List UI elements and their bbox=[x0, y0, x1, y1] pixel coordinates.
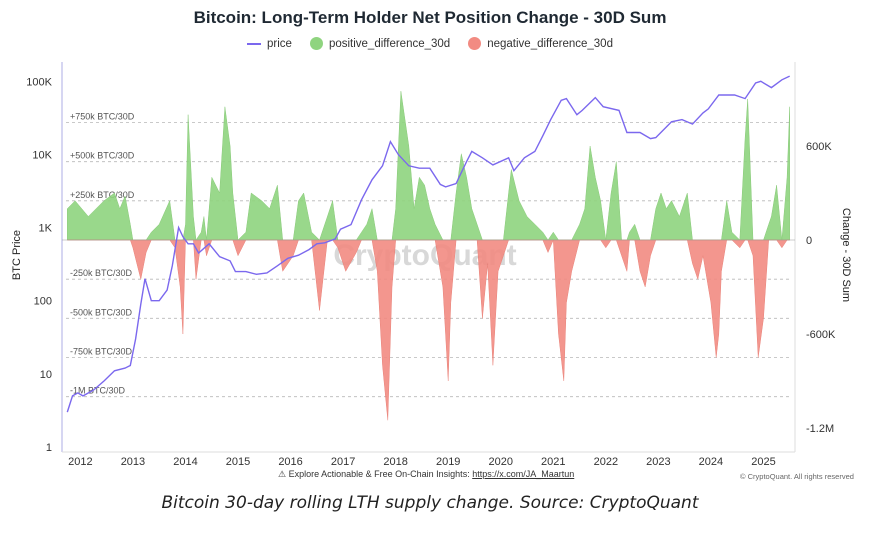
x-tick-label: 2018 bbox=[383, 456, 407, 468]
reference-label: -250k BTC/30D bbox=[70, 268, 133, 278]
x-tick-label: 2015 bbox=[226, 456, 250, 468]
legend: price positive_difference_30d negative_d… bbox=[0, 37, 860, 50]
x-tick-label: 2013 bbox=[121, 456, 145, 468]
legend-item-positive[interactable]: positive_difference_30d bbox=[309, 37, 451, 50]
x-tick-label: 2014 bbox=[173, 456, 197, 468]
y-left-tick-label: 1K bbox=[39, 223, 53, 235]
y-left-tick-label: 100K bbox=[26, 76, 52, 88]
insight-link[interactable]: https://x.com/JA_Maartun bbox=[472, 469, 575, 479]
y-left-axis-title: BTC Price bbox=[11, 230, 23, 280]
reference-label: +750k BTC/30D bbox=[70, 112, 135, 122]
copyright-notice: © CryptoQuant. All rights reserved bbox=[740, 472, 854, 481]
chart-plot: +750k BTC/30D +500k BTC/30D +250k BTC/30D -… bbox=[11, 62, 852, 468]
y-right-axis-title: Change - 30D Sum bbox=[840, 208, 852, 302]
reference-label: -1M BTC/30D bbox=[70, 386, 126, 396]
reference-label: -500k BTC/30D bbox=[70, 307, 133, 317]
y-left-tick-label: 1 bbox=[46, 442, 52, 454]
x-tick-label: 2016 bbox=[278, 456, 302, 468]
x-tick-label: 2024 bbox=[699, 456, 723, 468]
x-tick-label: 2017 bbox=[331, 456, 355, 468]
x-tick-label: 2019 bbox=[436, 456, 460, 468]
x-tick-label: 2023 bbox=[646, 456, 670, 468]
figure-caption: Bitcoin 30-day rolling LTH supply change… bbox=[161, 493, 699, 513]
warning-icon: ⚠ bbox=[278, 469, 287, 479]
positive-difference-area bbox=[67, 91, 790, 241]
legend-price-swatch bbox=[247, 42, 261, 45]
price-line bbox=[66, 75, 791, 413]
x-tick-label: 2022 bbox=[594, 456, 618, 468]
x-tick-label: 2025 bbox=[751, 456, 775, 468]
legend-item-price[interactable]: price bbox=[247, 37, 292, 50]
y-left-tick-label: 10 bbox=[40, 369, 52, 381]
legend-item-negative[interactable]: negative_difference_30d bbox=[468, 37, 613, 50]
legend-negative-label: negative_difference_30d bbox=[487, 37, 613, 50]
y-right-tick-label: 600K bbox=[806, 141, 832, 153]
legend-positive-swatch bbox=[309, 37, 323, 50]
y-left-tick-label: 10K bbox=[32, 149, 52, 161]
legend-price-label: price bbox=[267, 37, 292, 50]
reference-label: +250k BTC/30D bbox=[70, 190, 135, 200]
reference-label: +500k BTC/30D bbox=[70, 151, 135, 161]
reference-label: -750k BTC/30D bbox=[70, 347, 133, 357]
chart-title: Bitcoin: Long-Term Holder Net Position C… bbox=[193, 8, 667, 27]
y-right-tick-label: 0 bbox=[806, 235, 812, 247]
y-left-tick-label: 100 bbox=[34, 296, 52, 308]
x-tick-label: 2012 bbox=[68, 456, 92, 468]
footer-insight: ⚠ Explore Actionable & Free On-Chain Ins… bbox=[278, 469, 574, 480]
y-right-tick-label: -1.2M bbox=[806, 423, 834, 435]
x-tick-label: 2021 bbox=[541, 456, 565, 468]
insight-text: Explore Actionable & Free On-Chain Insig… bbox=[288, 469, 470, 479]
y-right-tick-label: -600K bbox=[806, 329, 836, 341]
x-tick-label: 2020 bbox=[489, 456, 513, 468]
legend-negative-swatch bbox=[468, 37, 482, 50]
legend-positive-label: positive_difference_30d bbox=[328, 37, 451, 50]
